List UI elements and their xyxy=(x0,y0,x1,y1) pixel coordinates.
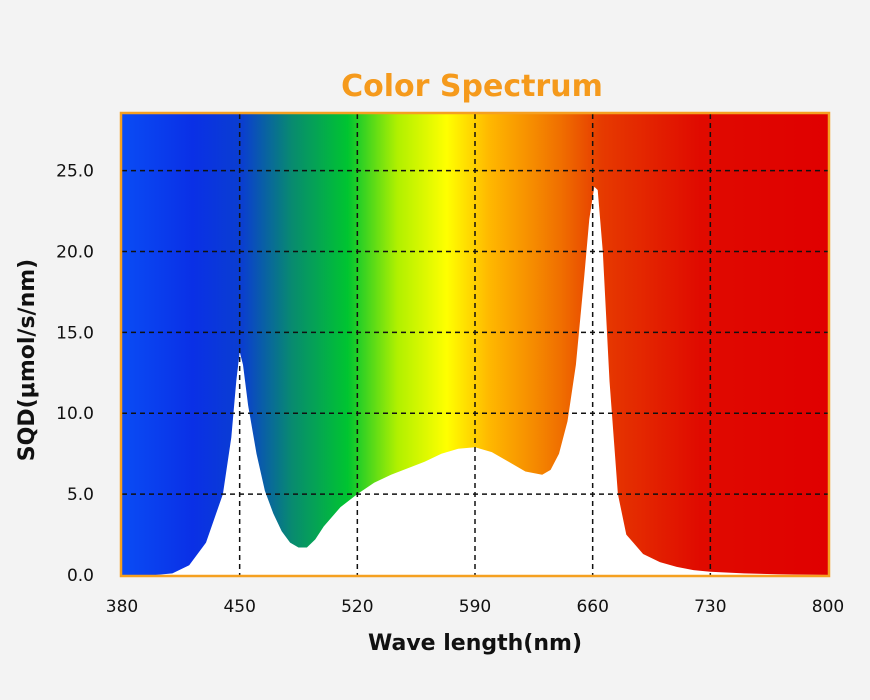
y-tick-label: 25.0 xyxy=(56,162,94,182)
y-tick-label: 10.0 xyxy=(56,404,94,424)
x-axis-label: Wave length(nm) xyxy=(368,631,582,656)
x-tick-label: 380 xyxy=(106,597,138,617)
x-tick-label: 800 xyxy=(812,597,844,617)
x-tick-label: 590 xyxy=(459,597,491,617)
x-tick-label: 450 xyxy=(223,597,255,617)
plot-frame xyxy=(119,111,831,578)
y-tick-label: 5.0 xyxy=(67,485,94,505)
x-tick-label: 730 xyxy=(694,597,726,617)
y-tick-label: 15.0 xyxy=(56,323,94,343)
y-axis-label: SQD(μmol/s/nm) xyxy=(15,259,40,461)
chart-title: Color Spectrum xyxy=(341,69,603,104)
y-tick-label: 0.0 xyxy=(67,566,94,586)
x-tick-label: 660 xyxy=(576,597,608,617)
spectrum-area xyxy=(122,186,828,576)
y-tick-label: 20.0 xyxy=(56,242,94,262)
x-tick-label: 520 xyxy=(341,597,373,617)
